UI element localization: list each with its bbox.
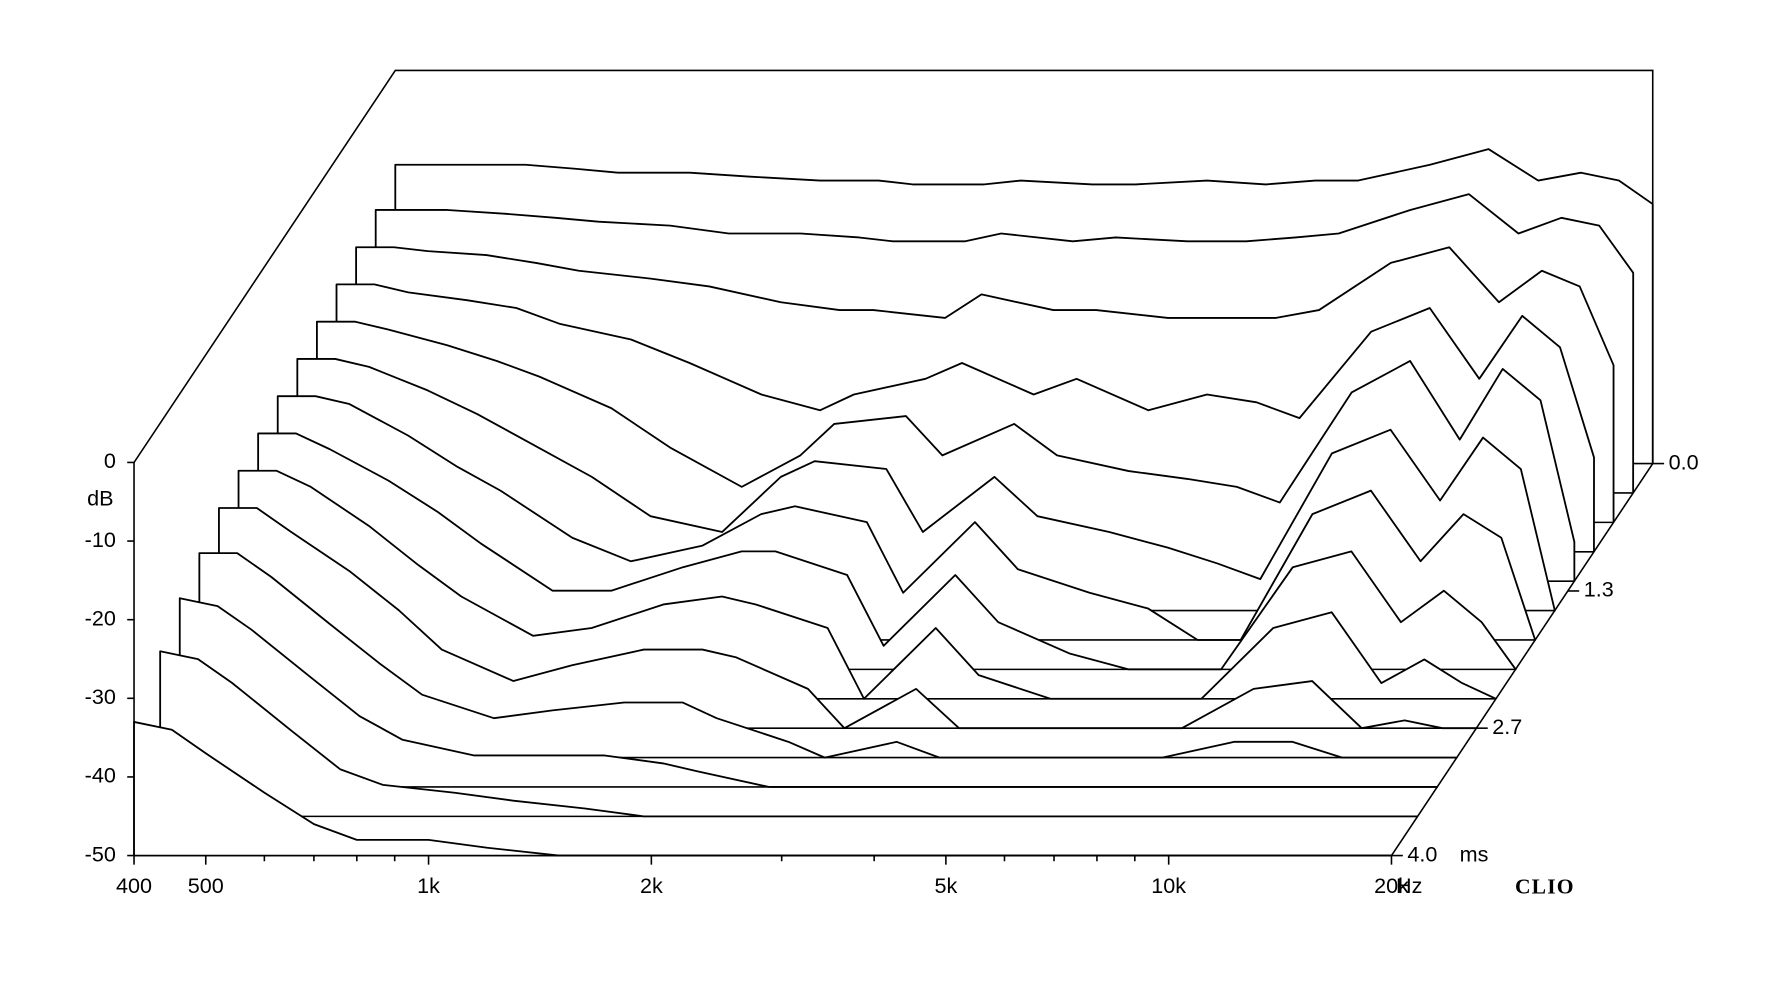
z-unit: ms [1460, 841, 1489, 866]
y-axis-label: dB [87, 486, 113, 511]
y-tick-label: 0 [104, 448, 116, 473]
x-tick-label: 10k [1151, 873, 1186, 898]
y-tick-label: -50 [85, 841, 116, 866]
slice-fill [160, 651, 1418, 817]
slice-fill [134, 721, 1392, 856]
slice-curve [355, 246, 1615, 523]
y-tick-label: -40 [85, 763, 116, 788]
slice-fill [258, 433, 1516, 670]
slice-fill [297, 358, 1555, 611]
slice-curve [296, 358, 1556, 612]
slice-curve [276, 395, 1537, 641]
z-tick-label: 1.3 [1584, 577, 1614, 602]
z-tick-label: 0.0 [1669, 449, 1699, 474]
x-unit: Hz [1396, 873, 1422, 898]
frame [133, 69, 1654, 856]
brand: CLIO [1515, 874, 1575, 898]
x-tick-label: 1k [417, 873, 440, 898]
slice-curve [394, 148, 1654, 464]
slice-fill [277, 396, 1536, 641]
y-tick-label: -10 [85, 527, 116, 552]
y-tick-label: -20 [85, 605, 116, 630]
slice-curve [178, 597, 1439, 788]
x-tick-label: 5k [934, 873, 957, 898]
slice-curve [374, 193, 1635, 493]
x-tick-label: 500 [188, 873, 224, 898]
slice-curve [218, 507, 1478, 730]
x-tick-label: 2k [640, 873, 663, 898]
z-tick-label: 2.7 [1492, 714, 1522, 739]
slice-curve [198, 552, 1458, 759]
slice-curve [159, 650, 1418, 818]
slice-curve [335, 283, 1595, 552]
x-tick-label: 400 [116, 873, 152, 898]
slice-fill [238, 470, 1496, 699]
slice-curve [257, 432, 1517, 671]
z-tick-label: 4.0 [1407, 841, 1437, 866]
z-axis [1390, 463, 1654, 857]
y-tick-label: -30 [85, 684, 116, 709]
slice-curve [133, 721, 1392, 857]
slice-curve [237, 469, 1497, 700]
x-tick-label: 20k [1374, 873, 1409, 898]
slice-curve [316, 320, 1576, 582]
